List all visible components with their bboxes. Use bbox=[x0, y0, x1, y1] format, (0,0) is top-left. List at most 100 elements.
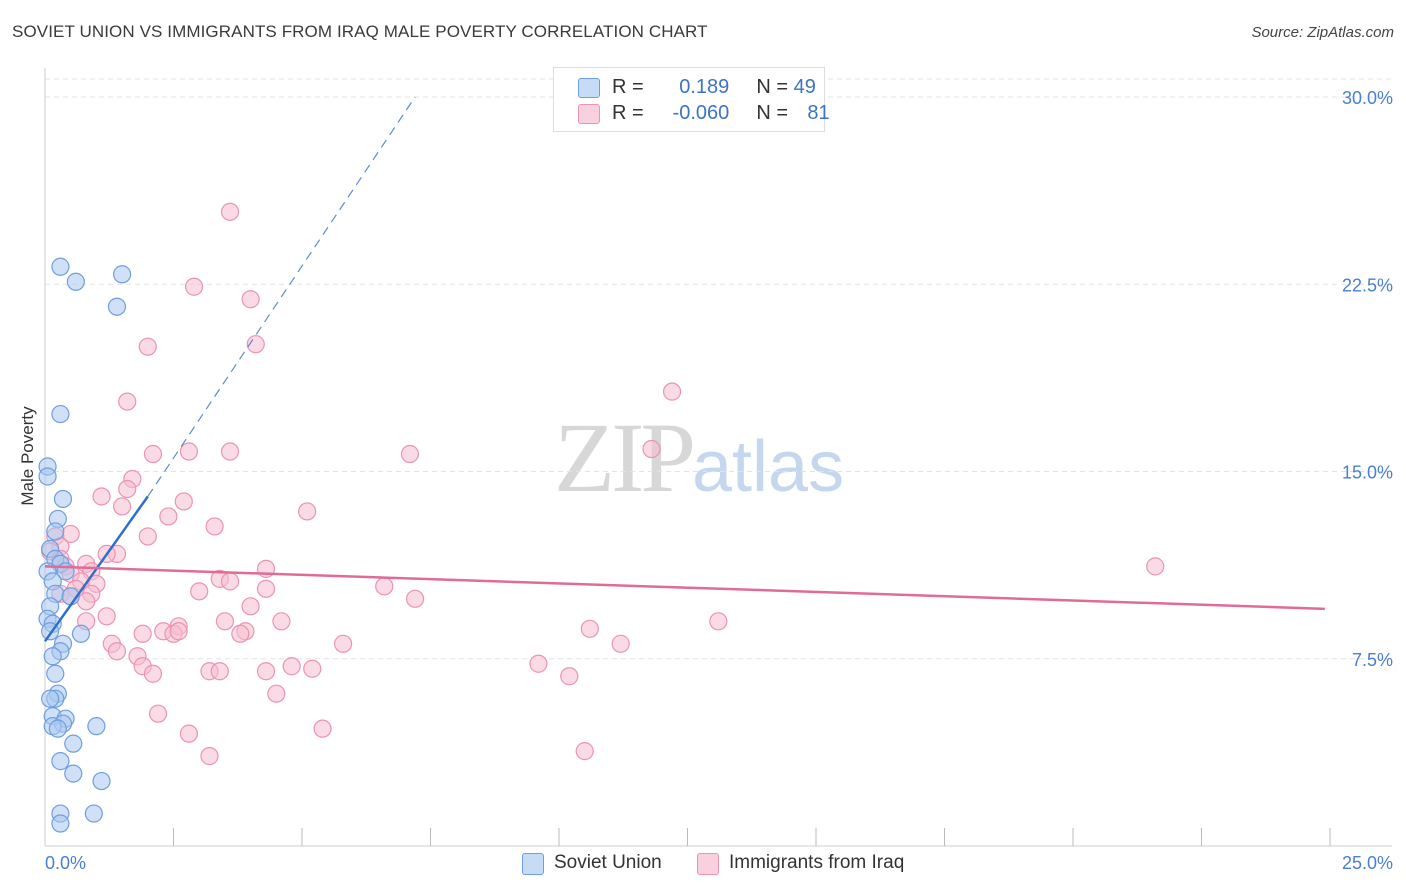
soviet-point bbox=[87, 717, 106, 736]
iraq-point bbox=[148, 704, 168, 723]
y-tick-label: 15.0% bbox=[1342, 463, 1393, 483]
iraq-point bbox=[220, 202, 240, 221]
soviet-points bbox=[38, 257, 132, 833]
iraq-point bbox=[143, 664, 163, 683]
soviet-r-label: R = bbox=[612, 76, 644, 98]
grid-lines bbox=[45, 78, 1392, 660]
soviet-trend-extension bbox=[147, 96, 416, 497]
iraq-point bbox=[400, 444, 420, 464]
trend-lines bbox=[43, 96, 1325, 642]
watermark: ZIPatlas bbox=[554, 400, 844, 515]
iraq-point bbox=[529, 654, 548, 673]
iraq-trend-line bbox=[44, 565, 1325, 611]
soviet-point bbox=[38, 467, 57, 486]
iraq-point bbox=[97, 607, 116, 626]
iraq-n-value: 81 bbox=[807, 102, 830, 124]
tick-labels: 7.5% 15.0% 22.5% 30.0% 0.0% 25.0% bbox=[45, 88, 1393, 873]
iraq-point bbox=[133, 624, 152, 643]
chart-title: SOVIET UNION VS IMMIGRANTS FROM IRAQ MAL… bbox=[12, 22, 708, 41]
iraq-point bbox=[580, 619, 599, 638]
iraq-point bbox=[662, 382, 682, 401]
iraq-point bbox=[303, 659, 322, 678]
soviet-legend-swatch bbox=[522, 853, 544, 875]
iraq-point bbox=[184, 277, 204, 296]
soviet-point bbox=[92, 771, 111, 791]
iraq-n-label: N = bbox=[756, 102, 789, 124]
axes bbox=[44, 68, 1392, 847]
correlation-legend: R = 0.189 N = 49 R = -0.060 N = 81 bbox=[553, 67, 830, 132]
soviet-point bbox=[112, 265, 132, 284]
iraq-point bbox=[560, 667, 579, 686]
soviet-n-value: 49 bbox=[793, 76, 816, 98]
iraq-legend-swatch bbox=[697, 853, 719, 875]
iraq-point bbox=[215, 612, 234, 631]
soviet-point bbox=[53, 489, 73, 509]
x-tick-label: 0.0% bbox=[45, 853, 86, 873]
iraq-point bbox=[298, 502, 317, 521]
soviet-point bbox=[64, 764, 83, 783]
iraq-point bbox=[256, 662, 276, 681]
iraq-point bbox=[112, 497, 132, 516]
iraq-point bbox=[174, 492, 193, 511]
iraq-point bbox=[138, 337, 157, 356]
x-tick-label: 25.0% bbox=[1342, 853, 1393, 873]
iraq-points bbox=[41, 202, 1165, 766]
iraq-r-label: R = bbox=[612, 102, 644, 124]
soviet-point bbox=[48, 719, 67, 738]
iraq-point bbox=[231, 624, 250, 643]
y-axis-label: Male Poverty bbox=[18, 406, 37, 506]
iraq-point bbox=[118, 479, 137, 499]
iraq-point bbox=[107, 642, 127, 661]
y-tick-label: 30.0% bbox=[1342, 88, 1393, 108]
iraq-point bbox=[190, 582, 209, 601]
iraq-point bbox=[282, 657, 301, 676]
iraq-point bbox=[159, 507, 178, 526]
soviet-point bbox=[64, 734, 83, 753]
soviet-point bbox=[51, 814, 70, 833]
iraq-point bbox=[77, 592, 96, 611]
iraq-point bbox=[313, 719, 332, 738]
iraq-point bbox=[405, 589, 425, 608]
iraq-swatch bbox=[578, 104, 600, 124]
iraq-point bbox=[375, 577, 394, 596]
iraq-point bbox=[169, 622, 188, 641]
iraq-legend-label: Immigrants from Iraq bbox=[729, 852, 905, 873]
soviet-point bbox=[46, 664, 65, 683]
watermark-atlas: atlas bbox=[692, 427, 845, 507]
iraq-r-value: -0.060 bbox=[672, 102, 730, 124]
iraq-point bbox=[179, 724, 199, 743]
iraq-point bbox=[118, 392, 137, 411]
iraq-point bbox=[92, 487, 111, 506]
iraq-point bbox=[246, 335, 265, 354]
iraq-point bbox=[220, 572, 240, 591]
iraq-point bbox=[575, 742, 594, 761]
soviet-point bbox=[107, 297, 127, 316]
source-credit: Source: ZipAtlas.com bbox=[1251, 24, 1394, 41]
iraq-point bbox=[138, 527, 157, 546]
iraq-point bbox=[210, 662, 229, 681]
soviet-point bbox=[51, 404, 70, 424]
soviet-point bbox=[71, 624, 91, 643]
iraq-point bbox=[256, 579, 276, 598]
soviet-r-value: 0.189 bbox=[679, 76, 730, 98]
iraq-point bbox=[205, 517, 224, 536]
iraq-point bbox=[179, 442, 199, 461]
y-tick-label: 22.5% bbox=[1342, 275, 1393, 295]
iraq-point bbox=[1146, 557, 1165, 576]
iraq-point bbox=[267, 684, 286, 703]
soviet-point bbox=[43, 647, 62, 666]
soviet-legend-label: Soviet Union bbox=[554, 852, 662, 873]
soviet-n-label: N = bbox=[756, 76, 789, 98]
iraq-point bbox=[709, 612, 728, 631]
iraq-point bbox=[241, 597, 260, 616]
watermark-zip: ZIP bbox=[554, 402, 696, 513]
iraq-point bbox=[642, 439, 661, 459]
iraq-point bbox=[220, 442, 240, 461]
soviet-point bbox=[66, 272, 85, 291]
y-tick-label: 7.5% bbox=[1352, 650, 1393, 670]
iraq-point bbox=[272, 612, 291, 631]
iraq-point bbox=[200, 747, 219, 766]
soviet-point bbox=[51, 752, 70, 771]
iraq-point bbox=[241, 290, 260, 309]
